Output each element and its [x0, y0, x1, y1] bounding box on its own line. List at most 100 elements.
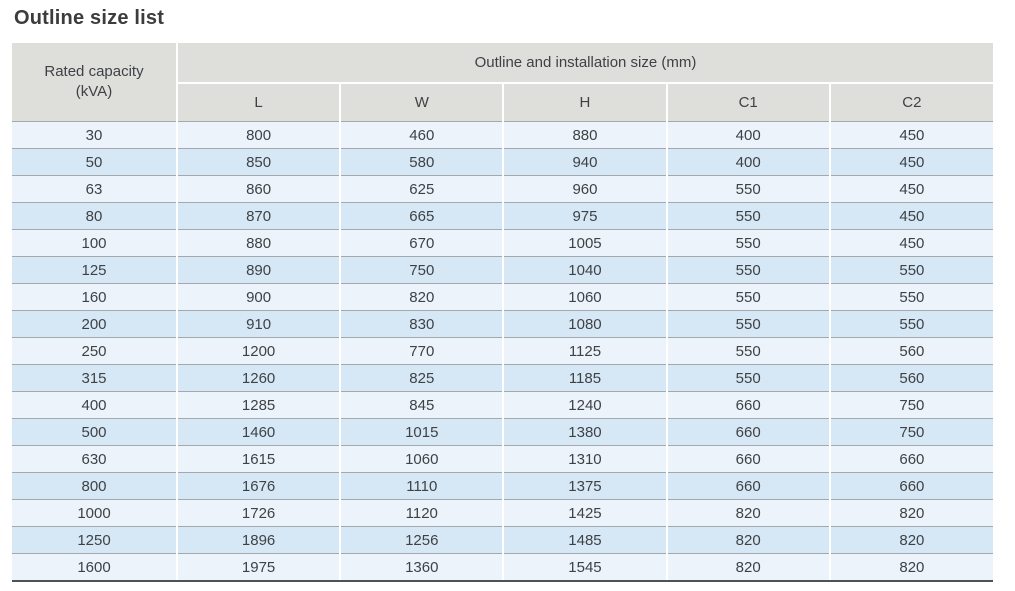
cell-rated-capacity: 50 [12, 148, 178, 176]
header-col-c1: C1 [666, 83, 831, 122]
cell-rated-capacity: 400 [12, 391, 178, 419]
cell-w: 820 [340, 283, 505, 311]
cell-w: 1110 [340, 472, 505, 500]
cell-w: 1060 [340, 445, 505, 473]
table-row: 30 800 460 880 400 450 [12, 121, 993, 149]
cell-c2: 820 [829, 553, 993, 582]
cell-rated-capacity: 1600 [12, 553, 178, 582]
cell-h: 1040 [503, 256, 668, 284]
cell-c1: 820 [666, 553, 831, 582]
table-row: 63 860 625 960 550 450 [12, 175, 993, 203]
cell-l: 1285 [177, 391, 342, 419]
cell-c1: 660 [666, 391, 831, 419]
page-title: Outline size list [14, 7, 165, 29]
cell-c1: 820 [666, 499, 831, 527]
subheader-row: L W H C1 C2 [12, 83, 993, 122]
cell-c1: 550 [666, 337, 831, 365]
cell-w: 625 [340, 175, 505, 203]
table-row: 315 1260 825 1185 550 560 [12, 364, 993, 392]
cell-c1: 400 [666, 121, 831, 149]
table-row: 80 870 665 975 550 450 [12, 202, 993, 230]
table-row: 400 1285 845 1240 660 750 [12, 391, 993, 419]
cell-rated-capacity: 1250 [12, 526, 178, 554]
cell-w: 1015 [340, 418, 505, 446]
cell-c1: 550 [666, 283, 831, 311]
cell-l: 1676 [177, 472, 342, 500]
cell-h: 1375 [503, 472, 668, 500]
table-row: 50 850 580 940 400 450 [12, 148, 993, 176]
table-row: 1250 1896 1256 1485 820 820 [12, 526, 993, 554]
header-col-h: H [503, 83, 668, 122]
cell-rated-capacity: 500 [12, 418, 178, 446]
cell-c2: 560 [829, 337, 993, 365]
cell-l: 880 [177, 229, 342, 257]
cell-c2: 450 [829, 175, 993, 203]
outline-size-table: Rated capacity (kVA) Outline and install… [12, 43, 993, 582]
cell-c2: 450 [829, 229, 993, 257]
cell-c1: 550 [666, 175, 831, 203]
cell-c2: 750 [829, 391, 993, 419]
cell-w: 665 [340, 202, 505, 230]
cell-rated-capacity: 630 [12, 445, 178, 473]
table-body: 30 800 460 880 400 450 50 850 580 940 400 450 63 860 6… [12, 121, 993, 582]
table-header: Rated capacity (kVA) Outline and install… [12, 43, 993, 122]
table-row: 125 890 750 1040 550 550 [12, 256, 993, 284]
cell-l: 1726 [177, 499, 342, 527]
cell-w: 825 [340, 364, 505, 392]
cell-c2: 450 [829, 148, 993, 176]
cell-c2: 450 [829, 121, 993, 149]
cell-l: 860 [177, 175, 342, 203]
table-row: 160 900 820 1060 550 550 [12, 283, 993, 311]
header-col-w: W [340, 83, 505, 122]
cell-h: 1125 [503, 337, 668, 365]
cell-rated-capacity: 315 [12, 364, 178, 392]
cell-w: 580 [340, 148, 505, 176]
cell-c1: 820 [666, 526, 831, 554]
header-rated-capacity: Rated capacity (kVA) [12, 43, 178, 122]
cell-c2: 750 [829, 418, 993, 446]
cell-rated-capacity: 1000 [12, 499, 178, 527]
cell-c1: 550 [666, 229, 831, 257]
header-col-l: L [177, 83, 342, 122]
cell-rated-capacity: 80 [12, 202, 178, 230]
cell-h: 1380 [503, 418, 668, 446]
cell-w: 460 [340, 121, 505, 149]
cell-h: 1310 [503, 445, 668, 473]
cell-c2: 450 [829, 202, 993, 230]
cell-l: 890 [177, 256, 342, 284]
table-row: 250 1200 770 1125 550 560 [12, 337, 993, 365]
cell-l: 1975 [177, 553, 342, 582]
cell-h: 1185 [503, 364, 668, 392]
cell-l: 800 [177, 121, 342, 149]
cell-h: 1080 [503, 310, 668, 338]
cell-w: 1120 [340, 499, 505, 527]
cell-l: 1460 [177, 418, 342, 446]
table-row: 630 1615 1060 1310 660 660 [12, 445, 993, 473]
cell-l: 1200 [177, 337, 342, 365]
cell-w: 750 [340, 256, 505, 284]
cell-rated-capacity: 250 [12, 337, 178, 365]
cell-w: 1360 [340, 553, 505, 582]
cell-rated-capacity: 160 [12, 283, 178, 311]
cell-c1: 550 [666, 364, 831, 392]
cell-w: 830 [340, 310, 505, 338]
cell-c1: 400 [666, 148, 831, 176]
cell-h: 975 [503, 202, 668, 230]
cell-c1: 660 [666, 472, 831, 500]
cell-l: 870 [177, 202, 342, 230]
table-row: 100 880 670 1005 550 450 [12, 229, 993, 257]
cell-l: 900 [177, 283, 342, 311]
cell-c1: 660 [666, 445, 831, 473]
cell-h: 880 [503, 121, 668, 149]
cell-w: 1256 [340, 526, 505, 554]
cell-rated-capacity: 800 [12, 472, 178, 500]
table-row: 500 1460 1015 1380 660 750 [12, 418, 993, 446]
cell-h: 1425 [503, 499, 668, 527]
cell-c1: 660 [666, 418, 831, 446]
table-row: 1000 1726 1120 1425 820 820 [12, 499, 993, 527]
group-header-row: Rated capacity (kVA) Outline and install… [12, 43, 993, 122]
cell-c2: 820 [829, 526, 993, 554]
cell-c2: 550 [829, 256, 993, 284]
table-row: 1600 1975 1360 1545 820 820 [12, 553, 993, 582]
cell-w: 670 [340, 229, 505, 257]
